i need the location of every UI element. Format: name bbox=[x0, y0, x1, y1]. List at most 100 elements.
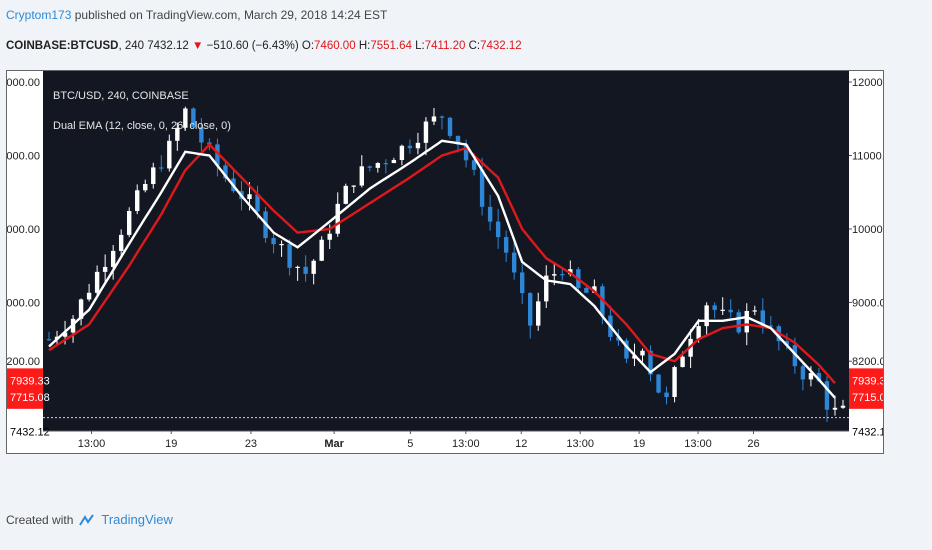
candle-body bbox=[46, 339, 52, 341]
open-label: O: bbox=[301, 40, 315, 52]
price-change: −510.60 (−6.43%) bbox=[206, 40, 299, 52]
low-value: 7411.20 bbox=[424, 40, 466, 52]
candle-body bbox=[367, 166, 373, 168]
candle-body bbox=[471, 160, 477, 170]
x-tick-label: 13:00 bbox=[684, 438, 712, 450]
y-tick-label: 9000.00 bbox=[852, 297, 883, 309]
x-tick-label: Mar bbox=[324, 438, 344, 450]
y-axis-left: 12000.00 11000.00 10000.00 9000.00 8200.00 79… bbox=[7, 77, 50, 439]
candle-body bbox=[351, 185, 356, 187]
last-price: 7432.12 bbox=[147, 40, 189, 52]
candle-body bbox=[175, 127, 180, 141]
candle-body bbox=[271, 238, 276, 245]
candle-body bbox=[311, 260, 316, 274]
x-tick-label: 19 bbox=[633, 438, 645, 450]
y-tick-label: 11000.00 bbox=[852, 150, 883, 162]
candle-body bbox=[110, 250, 116, 267]
candle-body bbox=[840, 405, 846, 408]
candle-body bbox=[255, 194, 260, 212]
price-tag-box bbox=[849, 384, 883, 409]
price-tag-label: 7939.33 bbox=[10, 375, 50, 387]
candle-body bbox=[616, 336, 621, 341]
candle-body bbox=[528, 293, 533, 326]
symbol-name: COINBASE:BTCUSD bbox=[6, 40, 119, 52]
ema-fast-line bbox=[48, 139, 836, 399]
candle-body bbox=[319, 239, 324, 261]
candle-body bbox=[191, 108, 196, 128]
candle-body bbox=[519, 272, 525, 294]
price-chart[interactable]: 12000.00 11000.00 10000.00 9000.00 8200.00 79… bbox=[7, 71, 883, 453]
created-with-label: Created with bbox=[6, 512, 74, 527]
x-tick-label: 13:00 bbox=[566, 438, 594, 450]
candle-body bbox=[760, 310, 765, 326]
publish-info: published on TradingView.com, March 29, … bbox=[74, 8, 388, 22]
candle-body bbox=[744, 311, 749, 333]
y-axis-right: 12000.00 11000.00 10000.00 9000.00 8200.00 79… bbox=[849, 77, 883, 439]
candle-body bbox=[463, 144, 469, 161]
candle-body bbox=[720, 309, 725, 311]
price-tag-label: 7939.33 bbox=[852, 375, 883, 387]
candle-body bbox=[399, 145, 405, 160]
candle-body bbox=[383, 163, 389, 165]
tradingview-logo-icon[interactable] bbox=[79, 513, 95, 527]
price-tag-label: 7715.08 bbox=[852, 392, 883, 404]
candle-body bbox=[327, 233, 332, 240]
open-value: 7460.00 bbox=[314, 40, 356, 52]
candle-body bbox=[704, 305, 709, 327]
candle-body bbox=[552, 274, 557, 276]
x-tick-label: 12 bbox=[515, 438, 527, 450]
close-value: 7432.12 bbox=[480, 40, 522, 52]
candle-body bbox=[391, 159, 397, 164]
candle-body bbox=[584, 288, 589, 293]
price-tag: 7715.08 bbox=[7, 384, 50, 409]
candle-body bbox=[784, 341, 790, 346]
y-tick-label: 12000.00 bbox=[852, 77, 883, 89]
candle-body bbox=[544, 275, 549, 302]
candle-body bbox=[183, 108, 188, 128]
candle-body bbox=[800, 366, 806, 380]
y-tick-label: 12000.00 bbox=[7, 77, 40, 89]
candle-body bbox=[447, 117, 453, 136]
candle-body bbox=[143, 183, 148, 191]
candle-body bbox=[536, 301, 541, 326]
close-label: C: bbox=[468, 40, 481, 52]
candle-body bbox=[768, 325, 774, 327]
candle-body bbox=[592, 286, 597, 293]
candle-body bbox=[407, 145, 413, 149]
symbol-info-line: COINBASE:BTCUSD, 240 7432.12 ▼ −510.60 (… bbox=[6, 40, 522, 52]
interval: 240 bbox=[124, 40, 145, 52]
candle-body bbox=[223, 165, 228, 179]
candle-body bbox=[495, 221, 501, 238]
candle-body bbox=[135, 190, 140, 211]
candle-body bbox=[736, 312, 741, 333]
candle-body bbox=[824, 381, 830, 410]
candle-body bbox=[62, 332, 68, 337]
candle-body bbox=[680, 356, 685, 368]
candle-body bbox=[696, 326, 701, 339]
candle-body bbox=[295, 266, 300, 269]
x-tick-label: 19 bbox=[165, 438, 177, 450]
chart-container[interactable]: 12000.00 11000.00 10000.00 9000.00 8200.00 79… bbox=[6, 70, 884, 454]
high-value: 7551.64 bbox=[370, 40, 412, 52]
indicator-title: Dual EMA (12, close, 0, 26, close, 0) bbox=[53, 120, 231, 132]
candle-body bbox=[359, 166, 364, 186]
candle-body bbox=[455, 135, 461, 145]
candle-body bbox=[808, 373, 814, 380]
candle-body bbox=[728, 309, 733, 313]
author-link[interactable]: Cryptom173 bbox=[6, 8, 72, 22]
tradingview-brand[interactable]: TradingView bbox=[101, 512, 173, 527]
y-tick-label: 9000.00 bbox=[7, 297, 40, 309]
candle-body bbox=[511, 252, 517, 273]
last-price-label: 7432.12 bbox=[10, 427, 50, 439]
y-tick-label: 10000.00 bbox=[852, 224, 883, 236]
candle-body bbox=[118, 234, 124, 251]
candle-body bbox=[415, 142, 421, 149]
candle-body bbox=[487, 206, 493, 222]
candle-body bbox=[335, 203, 340, 234]
series-title: BTC/USD, 240, COINBASE bbox=[53, 90, 189, 102]
x-tick-label: 23 bbox=[245, 438, 257, 450]
candle-body bbox=[624, 340, 629, 359]
candle-body bbox=[287, 244, 292, 268]
y-tick-label: 10000.00 bbox=[7, 224, 40, 236]
candle-body bbox=[375, 163, 381, 168]
